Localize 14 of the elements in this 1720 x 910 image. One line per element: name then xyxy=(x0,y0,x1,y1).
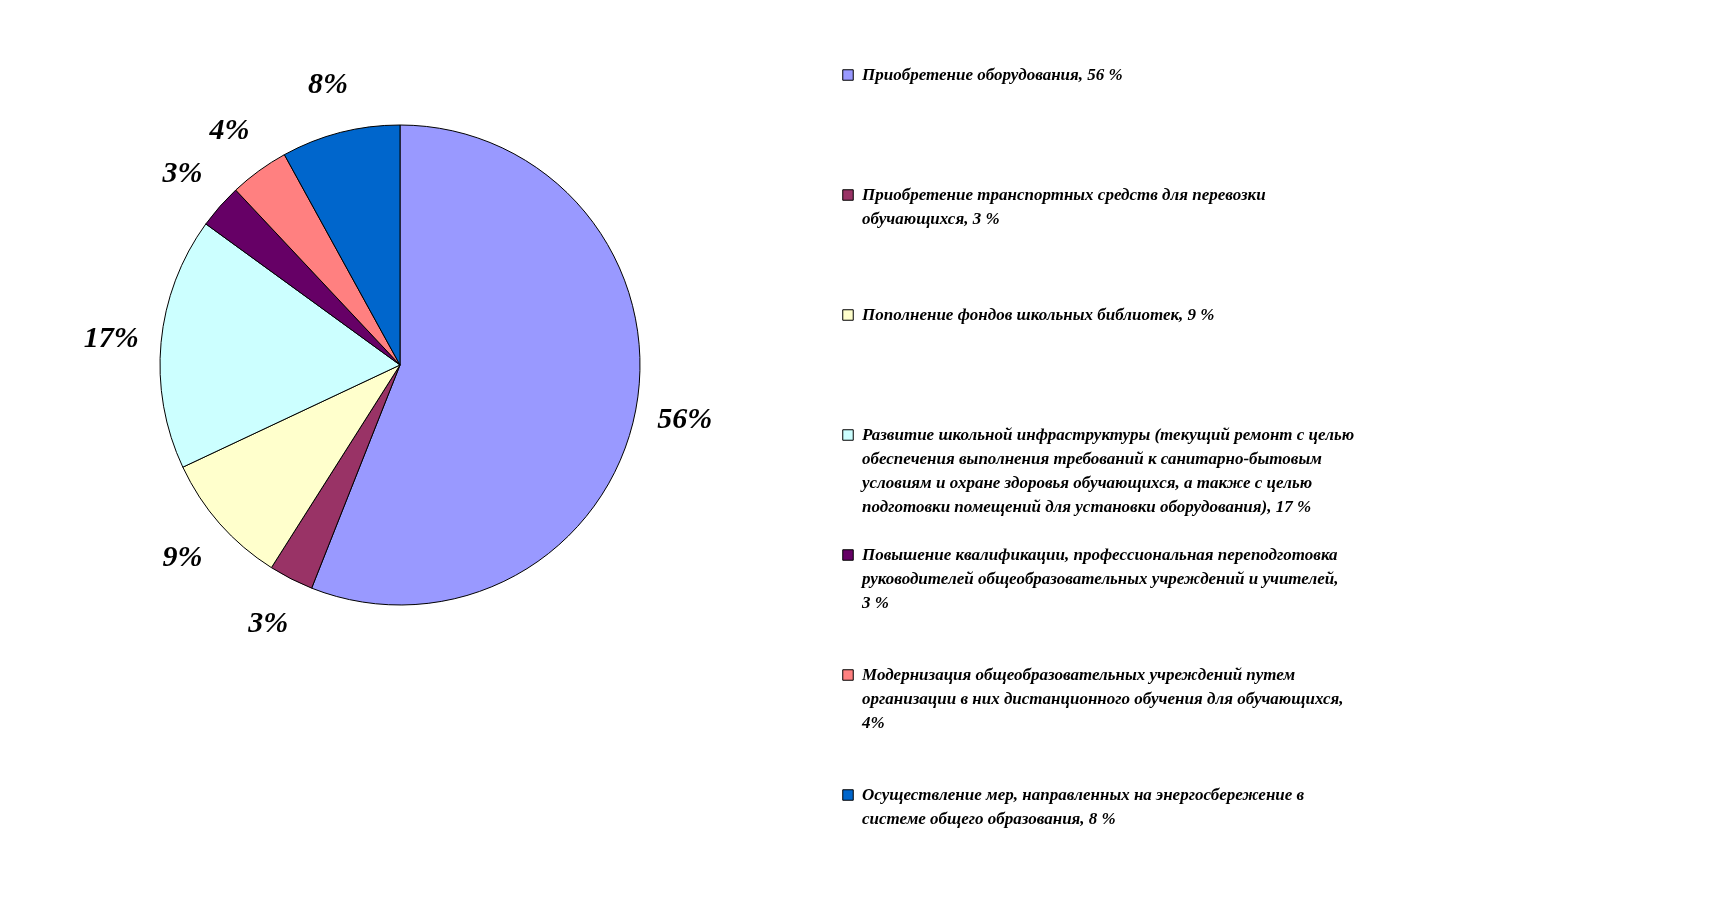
legend-label: Приобретение транспортных средств для перевозки обучающихся, 3 % xyxy=(861,185,1266,228)
legend-label: Развитие школьной инфраструктуры (текущий ремонт с целью обеспечения выполнения требований к санитарно-бытовым условиям и охране здоровья обучающихся, а также с целью подготовки помещений для установки оборудования), 17 % xyxy=(860,425,1355,516)
data-label: 4% xyxy=(208,112,250,146)
data-label: 56% xyxy=(657,401,713,435)
data-label: 3% xyxy=(247,605,289,639)
data-label: 9% xyxy=(162,538,203,572)
data-label: 3% xyxy=(161,155,203,189)
data-label: 17% xyxy=(83,319,139,353)
legend-label: Осуществление мер, направленных на энергосбережение в системе общего образования, 8 % xyxy=(862,785,1305,828)
legend-label: Приобретение оборудования, 56 % xyxy=(861,65,1123,84)
data-label: 8% xyxy=(307,66,348,100)
legend-label: Повышение квалификации, профессиональная переподготовка руководителей общеобразовательных учреждений и учителей, 3 % xyxy=(860,545,1339,612)
legend-label: Модернизация общеобразовательных учреждений путем организации в них дистанционного обучения для обучающихся, 4% xyxy=(861,665,1344,732)
legend-label: Пополнение фондов школьных библиотек, 9 % xyxy=(861,305,1215,324)
